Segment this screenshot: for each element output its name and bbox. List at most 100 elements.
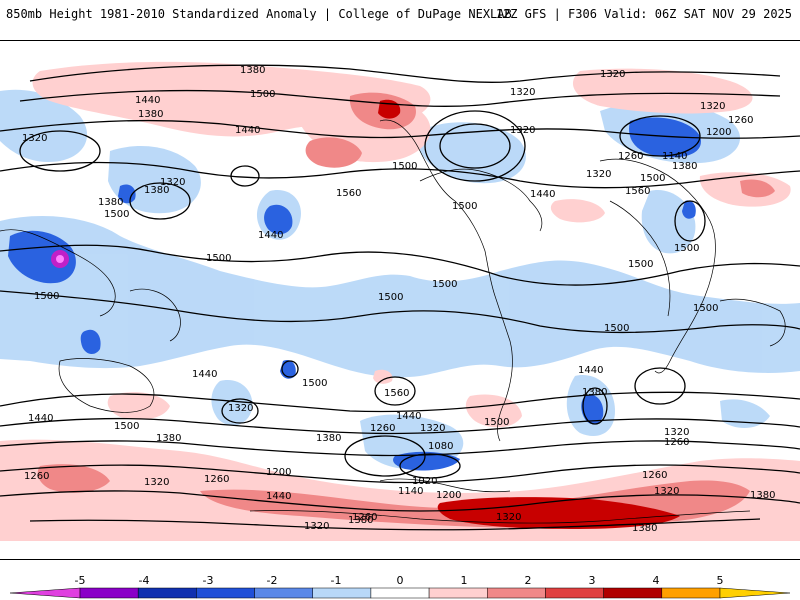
coastlines bbox=[0, 119, 786, 524]
contour-label: 1320 bbox=[160, 177, 185, 188]
contour-label: 1440 bbox=[530, 189, 555, 200]
contour-label: 1200 bbox=[266, 467, 291, 478]
contour-label: 1320 bbox=[304, 521, 329, 532]
colorbar-tick-label: 2 bbox=[525, 574, 532, 587]
contour-label: 1500 bbox=[432, 279, 457, 290]
contour-label: 1500 bbox=[628, 259, 653, 270]
colorbar-segment bbox=[428, 587, 488, 599]
contour-label: 1380 bbox=[156, 433, 181, 444]
contour-label: 1140 bbox=[662, 151, 687, 162]
contour-label: 1380 bbox=[98, 197, 123, 208]
contour-label: 1380 bbox=[348, 515, 373, 526]
colorbar-tick-label: 1 bbox=[461, 574, 468, 587]
colorbar-tick-label: 0 bbox=[397, 574, 404, 587]
header-bar: 850mb Height 1981-2010 Standardized Anom… bbox=[0, 0, 800, 30]
map-canvas: 1380 1320 1320 1440 1500 1380 1320 1260 … bbox=[0, 61, 800, 541]
colorbar-segment bbox=[196, 587, 255, 599]
colorbar-segment bbox=[79, 587, 139, 599]
colorbar-segment bbox=[137, 587, 197, 599]
colorbar-segment bbox=[545, 587, 604, 599]
colorbar-segment bbox=[719, 587, 791, 599]
contour-label: 1260 bbox=[352, 512, 377, 523]
contour-label: 1440 bbox=[578, 365, 603, 376]
contour-label: 1500 bbox=[392, 161, 417, 172]
contour-label: 1440 bbox=[266, 491, 291, 502]
contour-label: 1560 bbox=[625, 186, 650, 197]
contour-labels: 1380 1320 1320 1440 1500 1380 1320 1260 … bbox=[22, 65, 775, 534]
colorbar-segment bbox=[487, 587, 546, 599]
colorbar-tick-label: -1 bbox=[331, 574, 342, 587]
contour-label: 1380 bbox=[750, 490, 775, 501]
contour-label: 1320 bbox=[510, 125, 535, 136]
contour-label: 1080 bbox=[428, 441, 453, 452]
contour-label: 1260 bbox=[370, 423, 395, 434]
contour-label: 1380 bbox=[144, 185, 169, 196]
contour-label: 1500 bbox=[674, 243, 699, 254]
colorbar-tick-label: -2 bbox=[267, 574, 278, 587]
contour-label: 1260 bbox=[618, 151, 643, 162]
contour-label: 1380 bbox=[582, 387, 607, 398]
contour-label: 1560 bbox=[384, 388, 409, 399]
colorbar-tick-label: 3 bbox=[589, 574, 596, 587]
contour-label: 1440 bbox=[235, 125, 260, 136]
contour-label: 1440 bbox=[258, 230, 283, 241]
colorbar-segment bbox=[254, 587, 313, 599]
contour-label: 1320 bbox=[228, 403, 253, 414]
contour-label: 1320 bbox=[664, 427, 689, 438]
contour-label: 1200 bbox=[436, 490, 461, 501]
contour-label: 1140 bbox=[398, 486, 423, 497]
contour-label: 1380 bbox=[240, 65, 265, 76]
contour-label: 1260 bbox=[642, 470, 667, 481]
contour-label: 1320 bbox=[510, 87, 535, 98]
colorbar-segment bbox=[312, 587, 372, 599]
contour-label: 1260 bbox=[728, 115, 753, 126]
contour-label: 1500 bbox=[604, 323, 629, 334]
colorbar: -5 -4 -3 -2 -1 0 1 2 3 4 5 bbox=[0, 572, 800, 600]
contour-label: 1320 bbox=[586, 169, 611, 180]
contour-label: 1440 bbox=[135, 95, 160, 106]
contour-label: 1200 bbox=[706, 127, 731, 138]
contour-label: 1020 bbox=[412, 476, 437, 487]
contour-label: 1500 bbox=[104, 209, 129, 220]
contour-label: 1500 bbox=[302, 378, 327, 389]
contour-label: 1440 bbox=[28, 413, 53, 424]
contour-label: 1500 bbox=[34, 291, 59, 302]
contour-label: 1500 bbox=[640, 173, 665, 184]
colorbar-segment bbox=[9, 587, 81, 599]
model-run-info: 12Z GFS | F306 Valid: 06Z SAT NOV 29 202… bbox=[495, 7, 792, 21]
contour-label: 1260 bbox=[664, 437, 689, 448]
contour-label: 1500 bbox=[378, 292, 403, 303]
colorbar-tick-label: -5 bbox=[75, 574, 86, 587]
colorbar-segment bbox=[370, 587, 430, 599]
colorbar-tick-label: 5 bbox=[717, 574, 724, 587]
colorbar-tick-label: -4 bbox=[139, 574, 150, 587]
contour-label: 1260 bbox=[204, 474, 229, 485]
contour-label: 1380 bbox=[138, 109, 163, 120]
contour-label: 1260 bbox=[24, 471, 49, 482]
contour-label: 1380 bbox=[632, 523, 657, 534]
colorbar-segment bbox=[661, 587, 721, 599]
colorbar-canvas: -5 -4 -3 -2 -1 0 1 2 3 4 5 bbox=[9, 574, 791, 599]
contour-label: 1500 bbox=[206, 253, 231, 264]
contour-label: 1320 bbox=[420, 423, 445, 434]
contour-label: 1440 bbox=[396, 411, 421, 422]
extreme-negative-shading bbox=[51, 250, 69, 268]
contour-label: 1500 bbox=[484, 417, 509, 428]
height-contours bbox=[0, 64, 800, 531]
contour-label: 1320 bbox=[600, 69, 625, 80]
contour-label: 1320 bbox=[144, 477, 169, 488]
contour-label: 1560 bbox=[336, 188, 361, 199]
colorbar-segment bbox=[603, 587, 663, 599]
contour-label: 1440 bbox=[192, 369, 217, 380]
contour-label: 1500 bbox=[250, 89, 275, 100]
contour-label: 1380 bbox=[672, 161, 697, 172]
colorbar-tick-label: 4 bbox=[653, 574, 660, 587]
anomaly-map[interactable]: 1380 1320 1320 1440 1500 1380 1320 1260 … bbox=[0, 40, 800, 560]
contour-label: 1500 bbox=[693, 303, 718, 314]
map-title: 850mb Height 1981-2010 Standardized Anom… bbox=[6, 7, 512, 21]
contour-label: 1320 bbox=[22, 133, 47, 144]
contour-label: 1500 bbox=[114, 421, 139, 432]
contour-label: 1320 bbox=[654, 486, 679, 497]
contour-label: 1380 bbox=[316, 433, 341, 444]
colorbar-tick-label: -3 bbox=[203, 574, 214, 587]
